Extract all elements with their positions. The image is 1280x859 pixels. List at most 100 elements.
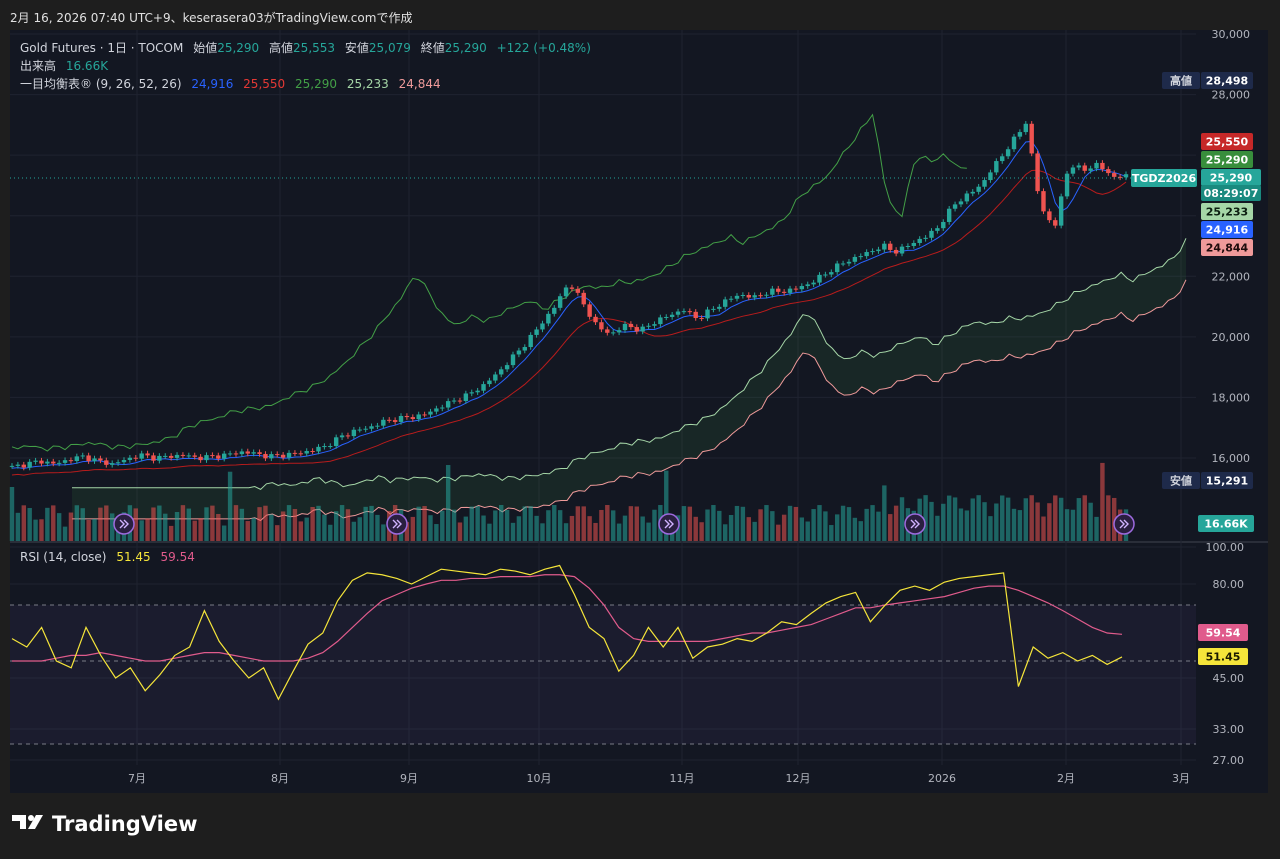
volume-bar: [298, 521, 304, 541]
volume-bar: [98, 507, 103, 541]
candle-body: [1106, 169, 1111, 174]
volume-bar: [1029, 495, 1034, 541]
symbol-tag-badge: TGDZ2026: [1132, 172, 1197, 185]
candle-body: [976, 186, 981, 192]
volume-bar: [1023, 498, 1028, 541]
candle-body: [475, 390, 480, 393]
rsi-band: [10, 605, 1196, 744]
x-tick-label: 9月: [400, 772, 418, 785]
tradingview-logo[interactable]: TradingView: [12, 812, 197, 836]
x-tick-label: 11月: [670, 772, 695, 785]
candle-body: [964, 193, 970, 202]
symbol-legend[interactable]: Gold Futures · 1日 · TOCOM 始値25,290 高値25,…: [20, 39, 597, 56]
candle-body: [817, 274, 822, 283]
volume-bar: [652, 509, 657, 541]
volume-bar: [899, 497, 905, 541]
tradingview-logo-icon: [12, 812, 46, 836]
candle-body: [946, 208, 952, 222]
candle-body: [392, 420, 398, 422]
candle-body: [941, 221, 946, 229]
candle-body: [569, 287, 575, 289]
volume-bar: [988, 516, 993, 541]
candle-body: [292, 452, 298, 454]
volume-bar: [752, 521, 757, 541]
volume-bar: [481, 515, 486, 541]
volume-bar: [628, 506, 634, 541]
candle-body: [952, 204, 958, 209]
volume-bar: [793, 506, 799, 541]
candle-body: [787, 288, 793, 293]
volume-bar: [292, 509, 298, 541]
volume-bar: [174, 511, 180, 541]
event-markers[interactable]: [113, 513, 1135, 535]
candle-body: [876, 249, 881, 252]
volume-bar: [776, 524, 781, 541]
volume-bar: [546, 510, 551, 541]
volume-bars: [9, 462, 1129, 541]
candle-body: [316, 446, 321, 452]
candle-body: [445, 401, 451, 408]
candle-body: [616, 330, 622, 333]
tenkan-value: 24,916: [191, 77, 234, 91]
volume-bar: [445, 465, 451, 541]
candle-body: [304, 451, 309, 454]
span-a-line: [72, 238, 1187, 490]
volume-bar: [428, 515, 433, 541]
ichimoku-legend[interactable]: 一目均衡表® (9, 26, 52, 26) 24,916 25,550 25,…: [20, 75, 447, 92]
candle-body: [410, 417, 416, 420]
chikou-value: 25,290: [295, 77, 337, 91]
candle-body: [882, 243, 887, 250]
candle-body: [611, 332, 616, 334]
volume-bar: [1017, 510, 1023, 541]
x-tick-label: 3月: [1172, 772, 1190, 785]
volume-bar: [1064, 509, 1070, 541]
rsi-legend[interactable]: RSI (14, close) 51.45 59.54: [20, 550, 201, 564]
volume-legend[interactable]: 出来高 16.66K: [20, 57, 114, 74]
candle-body: [923, 237, 928, 239]
volume-bar: [180, 505, 186, 541]
candle-body: [929, 230, 934, 238]
candle-body: [522, 347, 527, 351]
axes: 30,000 28,000 22,000 20,000 18,000 16,000 100.…: [10, 28, 1250, 785]
candle-body: [722, 299, 728, 307]
volume-bar: [381, 524, 386, 541]
volume-bar: [15, 512, 21, 541]
event-arrow-icon: [664, 519, 674, 529]
volume-bar: [221, 525, 227, 541]
volume-bar: [357, 517, 362, 541]
candle-body: [640, 326, 645, 332]
volume-bar: [68, 512, 74, 541]
volume-bar: [434, 524, 439, 541]
candle-body: [658, 317, 663, 325]
volume-bar: [864, 508, 869, 541]
candle-body: [322, 446, 327, 448]
volume-bar: [611, 510, 616, 541]
volume-bar: [157, 505, 162, 541]
candle-body: [451, 400, 457, 402]
volume-bar: [829, 525, 834, 541]
volume-bar: [699, 522, 704, 541]
chikou-badge-bg: [1201, 151, 1253, 168]
volume-bar: [834, 514, 840, 541]
candle-body: [510, 354, 516, 366]
volume-bar: [168, 525, 174, 541]
volume-bar: [257, 507, 262, 541]
volume-bar: [540, 523, 545, 541]
candle-body: [1076, 165, 1082, 168]
volume-bar: [110, 513, 115, 541]
volume-bar: [451, 509, 457, 541]
price-badges: 高値 28,498 安値 15,291 25,550 25,290 TGDZ2026 25,2…: [1131, 72, 1261, 665]
volume-bar: [9, 487, 15, 541]
candle-body: [239, 451, 245, 455]
volume-bar: [510, 522, 516, 541]
candle-body: [33, 460, 38, 462]
volume-bar: [846, 507, 852, 541]
volume-bar: [245, 521, 250, 541]
volume-bar: [504, 509, 510, 541]
volume-bar: [734, 505, 740, 541]
candle-body: [174, 454, 180, 458]
candle-body: [752, 295, 757, 298]
candle-body: [652, 324, 657, 326]
volume-bar: [811, 509, 816, 541]
